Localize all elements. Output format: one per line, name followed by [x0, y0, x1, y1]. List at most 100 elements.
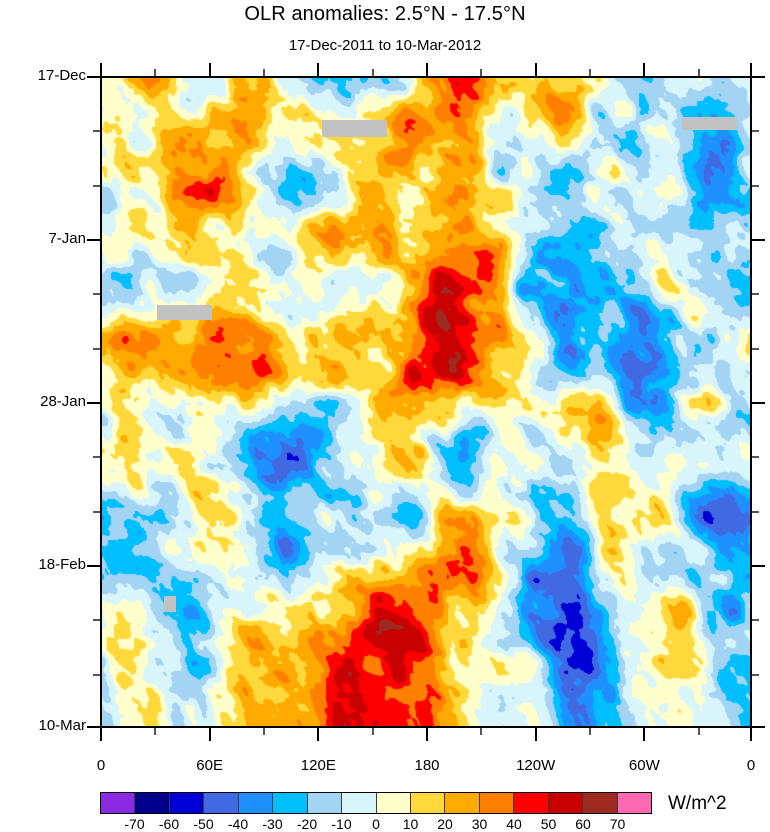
colorbar-swatch	[101, 793, 136, 813]
x-axis-tick-minor	[263, 69, 265, 76]
x-axis-tick-minor	[589, 69, 591, 76]
colorbar-swatch	[376, 793, 411, 813]
x-axis-label: 120W	[516, 757, 556, 774]
x-axis-tick-minor	[589, 728, 591, 735]
colorbar-swatch	[342, 793, 377, 813]
x-axis-tick-major	[317, 63, 320, 76]
y-axis-tick-minor	[93, 510, 100, 513]
y-axis-tick-minor	[752, 456, 759, 459]
colorbar-tick-label: 60	[575, 816, 591, 832]
colorbar-tick-label: 50	[540, 816, 557, 832]
colorbar-tick-label: -10	[331, 816, 352, 832]
x-axis-tick-major	[643, 63, 646, 76]
colorbar-tick-label: -60	[158, 816, 180, 832]
x-axis-tick-minor	[697, 728, 700, 735]
x-axis-tick-minor	[263, 728, 265, 735]
y-axis-tick-minor	[93, 293, 100, 296]
y-axis-tick-minor	[752, 673, 759, 676]
y-axis-tick-minor	[93, 619, 100, 622]
x-axis-tick-minor	[371, 728, 374, 735]
colorbar-swatch	[583, 793, 618, 813]
x-axis-label: 180	[414, 757, 440, 774]
x-axis-tick-major	[208, 728, 211, 741]
colorbar-tick-label: -50	[193, 816, 214, 832]
x-axis-label: 0	[746, 757, 756, 774]
y-axis-label: 17-Dec	[37, 67, 86, 84]
x-axis-tick-major	[750, 63, 752, 76]
y-axis-tick-minor	[93, 456, 100, 459]
colorbar-tick-label: -30	[262, 816, 283, 832]
y-axis-tick-major	[752, 76, 765, 78]
colorbar-tick-label: 0	[372, 816, 380, 832]
x-axis-tick-minor	[480, 728, 483, 735]
y-axis-tick-minor	[752, 619, 759, 622]
x-axis-tick-major	[534, 728, 537, 741]
colorbar-tick-label: -40	[227, 816, 249, 832]
colorbar-swatch	[307, 793, 343, 813]
colorbar-swatch	[479, 793, 515, 813]
missing-data-patch	[322, 120, 388, 137]
y-axis-tick-major	[752, 239, 765, 241]
colorbar	[100, 792, 652, 814]
x-axis-tick-minor	[480, 69, 483, 76]
colorbar-tick-label: 30	[471, 816, 488, 832]
colorbar-swatch	[169, 793, 205, 813]
colorbar-swatch	[617, 793, 651, 813]
x-axis-tick-major	[426, 63, 428, 76]
x-axis-tick-major	[426, 728, 428, 741]
y-axis-tick-major	[752, 565, 765, 567]
x-axis-label: 60E	[196, 757, 223, 774]
y-axis-tick-minor	[752, 184, 759, 187]
x-axis-tick-minor	[697, 69, 700, 76]
x-axis-tick-major	[208, 63, 211, 76]
x-axis-tick-major	[100, 728, 102, 741]
y-axis-tick-major	[87, 726, 100, 728]
colorbar-swatch	[410, 793, 446, 813]
y-axis-tick-minor	[93, 130, 100, 133]
colorbar-tick-label: 10	[402, 816, 419, 832]
x-axis-tick-major	[317, 728, 320, 741]
y-axis-label: 10-Mar	[38, 717, 86, 734]
y-axis-tick-minor	[752, 293, 759, 296]
y-axis-tick-minor	[752, 130, 759, 133]
page-title: OLR anomalies: 2.5°N - 17.5°N	[244, 3, 526, 25]
y-axis-tick-minor	[752, 347, 759, 350]
y-axis-tick-major	[87, 239, 100, 241]
colorbar-swatch	[514, 793, 549, 813]
y-axis-tick-minor	[93, 184, 100, 187]
y-axis-tick-major	[87, 565, 100, 567]
missing-data-patch	[681, 116, 738, 130]
colorbar-swatch	[238, 793, 274, 813]
colorbar-swatch	[445, 793, 480, 813]
colorbar-swatch	[548, 793, 584, 813]
x-axis-tick-minor	[371, 69, 374, 76]
y-axis-label: 7-Jan	[48, 230, 86, 247]
page-subtitle: 17-Dec-2011 to 10-Mar-2012	[288, 37, 482, 54]
x-axis-label: 60W	[628, 757, 660, 774]
y-axis-tick-minor	[93, 347, 100, 350]
colorbar-tick-label: 20	[437, 816, 453, 832]
colorbar-tick-label: 70	[609, 816, 626, 832]
colorbar-swatch	[273, 793, 308, 813]
x-axis-tick-major	[643, 728, 646, 741]
y-axis-tick-major	[87, 76, 100, 78]
colorbar-units-label: W/m^2	[668, 793, 727, 814]
olr-anomaly-heatmap	[102, 78, 750, 726]
y-axis-tick-minor	[752, 510, 759, 513]
x-axis-label: 120E	[300, 757, 336, 774]
colorbar-tick-label: -70	[124, 816, 145, 832]
colorbar-tick-label: -20	[296, 816, 318, 832]
y-axis-label: 28-Jan	[40, 393, 86, 410]
missing-data-patch	[163, 596, 176, 612]
x-axis-tick-minor	[154, 69, 157, 76]
missing-data-patch	[157, 304, 213, 321]
colorbar-swatch	[204, 793, 239, 813]
colorbar-swatch	[135, 793, 170, 813]
colorbar-tick-label: 40	[506, 816, 522, 832]
y-axis-tick-minor	[93, 673, 100, 676]
y-axis-tick-major	[752, 726, 765, 728]
y-axis-tick-major	[87, 402, 100, 404]
x-axis-tick-major	[750, 728, 752, 741]
x-axis-tick-major	[534, 63, 537, 76]
